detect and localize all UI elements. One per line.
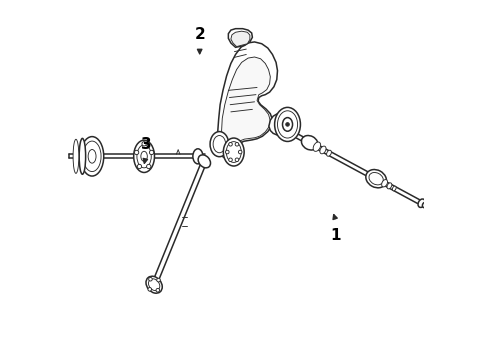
- Circle shape: [235, 143, 238, 146]
- Ellipse shape: [274, 107, 300, 141]
- Ellipse shape: [319, 146, 325, 154]
- Ellipse shape: [88, 149, 96, 163]
- Text: 2: 2: [194, 27, 204, 42]
- Ellipse shape: [198, 155, 210, 168]
- Text: 1: 1: [330, 228, 341, 243]
- Ellipse shape: [133, 140, 154, 172]
- Circle shape: [157, 278, 160, 282]
- Polygon shape: [230, 31, 249, 46]
- Circle shape: [228, 158, 232, 162]
- Ellipse shape: [148, 279, 160, 291]
- Circle shape: [148, 288, 151, 291]
- Circle shape: [137, 164, 142, 168]
- Ellipse shape: [226, 141, 241, 162]
- Ellipse shape: [326, 150, 331, 156]
- Ellipse shape: [73, 139, 79, 174]
- Ellipse shape: [386, 183, 391, 189]
- Circle shape: [146, 164, 151, 168]
- Ellipse shape: [80, 136, 103, 176]
- Ellipse shape: [422, 202, 426, 208]
- Ellipse shape: [192, 149, 203, 164]
- Circle shape: [228, 143, 232, 146]
- Polygon shape: [221, 57, 270, 151]
- Ellipse shape: [213, 135, 225, 153]
- Circle shape: [285, 123, 289, 126]
- Ellipse shape: [137, 145, 151, 168]
- Circle shape: [148, 278, 152, 281]
- Polygon shape: [217, 42, 277, 156]
- Circle shape: [238, 150, 242, 154]
- Polygon shape: [268, 113, 293, 136]
- Ellipse shape: [365, 170, 386, 188]
- Circle shape: [142, 141, 146, 146]
- Ellipse shape: [210, 132, 228, 157]
- Ellipse shape: [277, 111, 297, 138]
- Ellipse shape: [79, 138, 85, 174]
- Ellipse shape: [368, 172, 383, 185]
- Circle shape: [235, 158, 238, 162]
- Ellipse shape: [141, 151, 147, 161]
- Circle shape: [149, 150, 153, 154]
- Circle shape: [156, 288, 159, 292]
- Ellipse shape: [312, 142, 320, 151]
- Ellipse shape: [83, 141, 101, 172]
- Circle shape: [225, 150, 228, 154]
- Ellipse shape: [417, 199, 424, 207]
- Ellipse shape: [381, 180, 386, 187]
- Text: 3: 3: [140, 137, 151, 152]
- Polygon shape: [228, 29, 252, 47]
- Ellipse shape: [146, 276, 162, 293]
- Polygon shape: [221, 146, 241, 160]
- Ellipse shape: [391, 186, 395, 191]
- Circle shape: [134, 150, 139, 154]
- Ellipse shape: [282, 118, 292, 131]
- Ellipse shape: [223, 138, 244, 166]
- Ellipse shape: [301, 135, 317, 150]
